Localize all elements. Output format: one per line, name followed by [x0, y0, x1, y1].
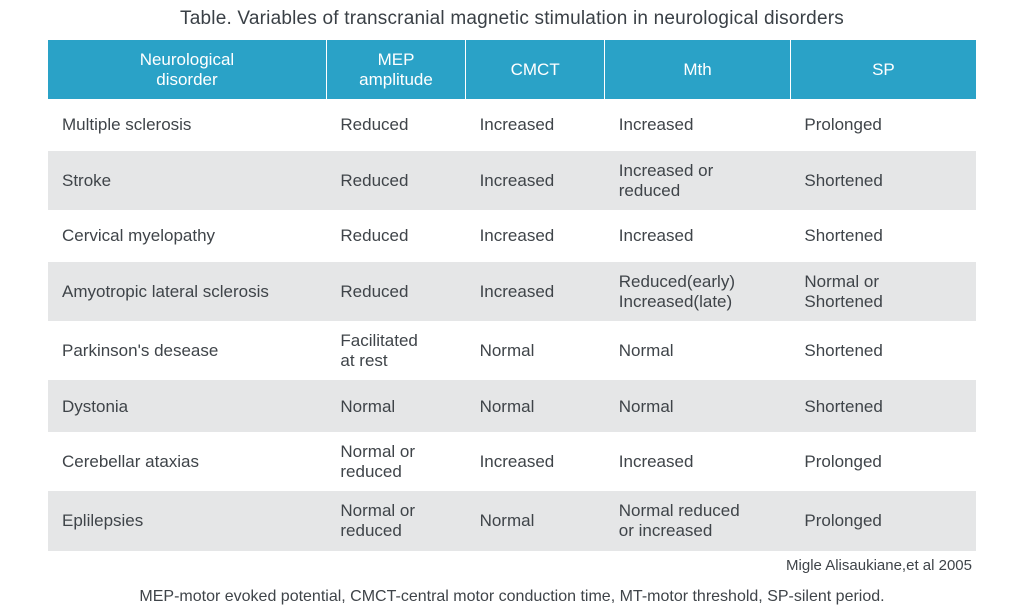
cell-mth: Normal reducedor increased [605, 491, 791, 550]
cell-mth: Increased [605, 99, 791, 151]
cell-mth: Normal [605, 380, 791, 432]
cell-disorder: Amyotropic lateral sclerosis [48, 262, 326, 321]
cell-mth: Increased [605, 210, 791, 262]
table-row: Dystonia Normal Normal Normal Shortened [48, 380, 976, 432]
table-row: Parkinson's desease Facilitatedat rest N… [48, 321, 976, 380]
cell-mth: Increased [605, 432, 791, 491]
cell-disorder: Stroke [48, 151, 326, 210]
cell-mth: Normal [605, 321, 791, 380]
cell-disorder: Parkinson's desease [48, 321, 326, 380]
cell-sp: Prolonged [790, 432, 976, 491]
cell-cmct: Increased [466, 432, 605, 491]
cell-disorder: Multiple sclerosis [48, 99, 326, 151]
cell-sp: Prolonged [790, 491, 976, 550]
col-header-disorder: Neurologicaldisorder [48, 40, 326, 99]
table-header: Neurologicaldisorder MEPamplitude CMCT M… [48, 40, 976, 99]
cell-sp: Prolonged [790, 99, 976, 151]
col-header-mth: Mth [605, 40, 791, 99]
data-table: Neurologicaldisorder MEPamplitude CMCT M… [48, 40, 976, 551]
cell-mep: Reduced [326, 151, 465, 210]
table-row: Cervical myelopathy Reduced Increased In… [48, 210, 976, 262]
cell-sp: Shortened [790, 210, 976, 262]
footnote: MEP-motor evoked potential, CMCT-central… [48, 588, 976, 606]
cell-cmct: Normal [466, 380, 605, 432]
cell-disorder: Dystonia [48, 380, 326, 432]
cell-disorder: Cerebellar ataxias [48, 432, 326, 491]
cell-mep: Reduced [326, 262, 465, 321]
cell-cmct: Increased [466, 210, 605, 262]
cell-mth: Increased orreduced [605, 151, 791, 210]
cell-sp: Shortened [790, 321, 976, 380]
table-row: Multiple sclerosis Reduced Increased Inc… [48, 99, 976, 151]
table-title: Table. Variables of transcranial magneti… [48, 8, 976, 30]
citation: Migle Alisaukiane,et al 2005 [48, 557, 972, 574]
page: Table. Variables of transcranial magneti… [0, 0, 1024, 606]
cell-mep: Reduced [326, 210, 465, 262]
table-body: Multiple sclerosis Reduced Increased Inc… [48, 99, 976, 550]
col-header-cmct: CMCT [466, 40, 605, 99]
table-row: Cerebellar ataxias Normal orreduced Incr… [48, 432, 976, 491]
cell-mep: Reduced [326, 99, 465, 151]
cell-cmct: Increased [466, 99, 605, 151]
col-header-mep: MEPamplitude [326, 40, 465, 99]
cell-mep: Normal orreduced [326, 491, 465, 550]
cell-cmct: Normal [466, 491, 605, 550]
cell-mep: Facilitatedat rest [326, 321, 465, 380]
cell-mep: Normal [326, 380, 465, 432]
cell-sp: Shortened [790, 151, 976, 210]
cell-cmct: Increased [466, 262, 605, 321]
cell-sp: Normal orShortened [790, 262, 976, 321]
col-header-sp: SP [790, 40, 976, 99]
cell-sp: Shortened [790, 380, 976, 432]
cell-disorder: Eplilepsies [48, 491, 326, 550]
cell-cmct: Increased [466, 151, 605, 210]
table-row: Amyotropic lateral sclerosis Reduced Inc… [48, 262, 976, 321]
cell-mep: Normal orreduced [326, 432, 465, 491]
cell-cmct: Normal [466, 321, 605, 380]
table-row: Eplilepsies Normal orreduced Normal Norm… [48, 491, 976, 550]
cell-disorder: Cervical myelopathy [48, 210, 326, 262]
table-row: Stroke Reduced Increased Increased orred… [48, 151, 976, 210]
cell-mth: Reduced(early)Increased(late) [605, 262, 791, 321]
